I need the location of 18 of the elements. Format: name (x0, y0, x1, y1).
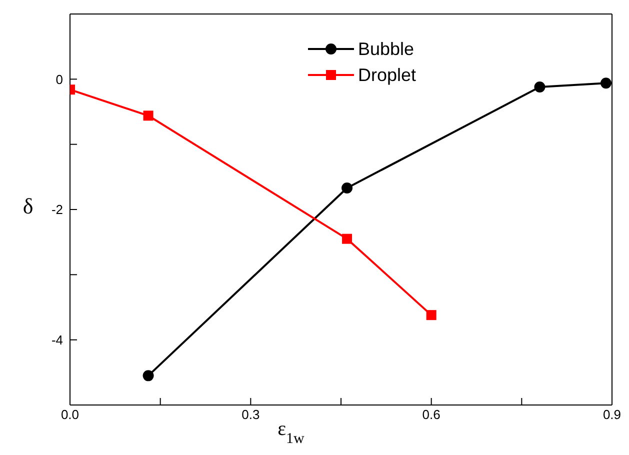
point (600, 78, 612, 89)
point (142, 370, 154, 382)
y-tick-label: -4 (51, 332, 63, 348)
x-tick-label: 0.3 (242, 407, 260, 422)
y-tick-label: 0 (56, 72, 63, 87)
x-tick-label: 0.0 (60, 407, 80, 422)
point (143, 110, 154, 121)
point (426, 310, 436, 320)
legend-label: Bubble (358, 38, 414, 60)
legend-label: Droplet (358, 64, 416, 86)
point (342, 234, 352, 244)
x-axis-title: ε$_{1w}$ (278, 418, 305, 447)
point (534, 81, 546, 92)
x-tick-label: 0.9 (602, 407, 622, 422)
y-tick-label: -2 (51, 202, 63, 218)
point (342, 182, 353, 194)
x-tick-label: 0.6 (422, 407, 440, 422)
y-axis-title: δ (22, 194, 34, 218)
